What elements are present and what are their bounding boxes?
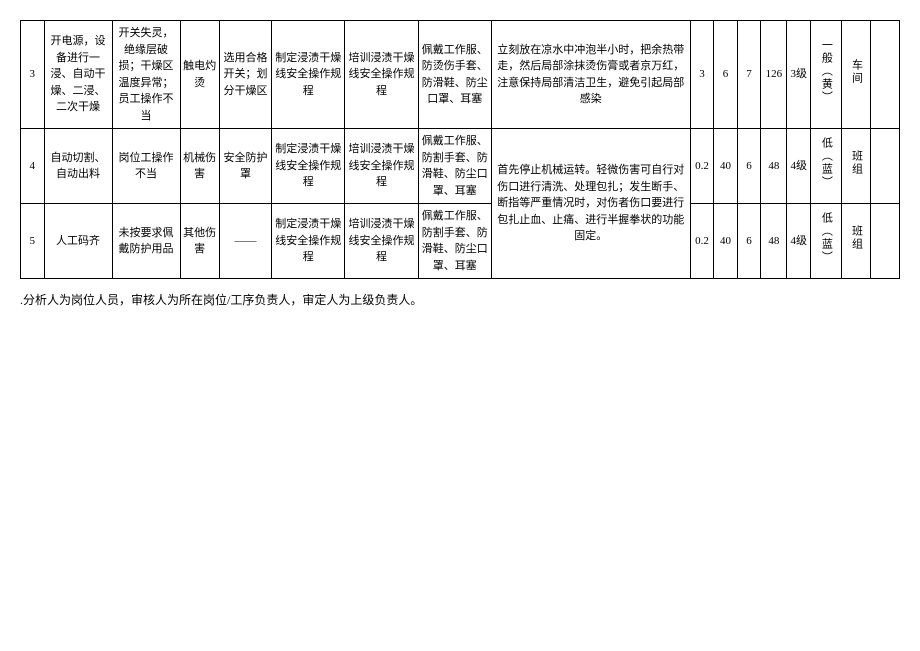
cell-level: 4级 (787, 129, 811, 204)
cell-l: 0.2 (690, 129, 714, 204)
cell-type: 触电灼烫 (180, 21, 219, 129)
cell-ppe: 佩戴工作服、防割手套、防滑鞋、防尘口罩、耳塞 (418, 204, 491, 279)
table-row: 4 自动切割、自动出料 岗位工操作不当 机械伤害 安全防护罩 制定浸渍干燥线安全… (21, 129, 900, 204)
cell-l: 0.2 (690, 204, 714, 279)
cell-unit: 班组 (842, 129, 871, 204)
table-row: 3 开电源，设备进行一浸、自动干燥、二浸、二次干燥 开关失灵，绝缘层破损；干燥区… (21, 21, 900, 129)
cell-hazard: 未按要求佩戴防护用品 (112, 204, 180, 279)
cell-extra (871, 21, 900, 129)
cell-index: 5 (21, 204, 45, 279)
cell-training: 培训浸渍干燥线安全操作规程 (345, 21, 418, 129)
cell-risk: 低（蓝） (810, 204, 841, 279)
cell-c: 6 (737, 129, 761, 204)
risk-assessment-table: 3 开电源，设备进行一浸、自动干燥、二浸、二次干燥 开关失灵，绝缘层破损；干燥区… (20, 20, 900, 279)
cell-operation: 自动切割、自动出料 (44, 129, 112, 204)
cell-risk: 一般（黄） (810, 21, 841, 129)
cell-c: 7 (737, 21, 761, 129)
cell-l: 3 (690, 21, 714, 129)
cell-engineering: 安全防护罩 (219, 129, 271, 204)
cell-unit: 车间 (842, 21, 871, 129)
cell-operation: 人工码齐 (44, 204, 112, 279)
cell-d: 126 (761, 21, 787, 129)
cell-unit: 班组 (842, 204, 871, 279)
cell-hazard: 开关失灵，绝缘层破损；干燥区温度异常；员工操作不当 (112, 21, 180, 129)
cell-management: 制定浸渍干燥线安全操作规程 (272, 204, 345, 279)
cell-training: 培训浸渍干燥线安全操作规程 (345, 204, 418, 279)
cell-type: 机械伤害 (180, 129, 219, 204)
cell-management: 制定浸渍干燥线安全操作规程 (272, 129, 345, 204)
cell-ppe: 佩戴工作服、防割手套、防滑鞋、防尘口罩、耳塞 (418, 129, 491, 204)
footnote-text: .分析人为岗位人员，审核人为所在岗位/工序负责人，审定人为上级负责人。 (20, 291, 900, 308)
cell-training: 培训浸渍干燥线安全操作规程 (345, 129, 418, 204)
table-row: 5 人工码齐 未按要求佩戴防护用品 其他伤害 —— 制定浸渍干燥线安全操作规程 … (21, 204, 900, 279)
cell-engineering: 选用合格开关；划分干燥区 (219, 21, 271, 129)
cell-type: 其他伤害 (180, 204, 219, 279)
cell-e: 40 (714, 204, 738, 279)
cell-management: 制定浸渍干燥线安全操作规程 (272, 21, 345, 129)
cell-operation: 开电源，设备进行一浸、自动干燥、二浸、二次干燥 (44, 21, 112, 129)
cell-extra (871, 129, 900, 204)
cell-e: 40 (714, 129, 738, 204)
cell-e: 6 (714, 21, 738, 129)
cell-ppe: 佩戴工作服、防烫伤手套、防滑鞋、防尘口罩、耳塞 (418, 21, 491, 129)
cell-index: 3 (21, 21, 45, 129)
cell-hazard: 岗位工操作不当 (112, 129, 180, 204)
cell-engineering: —— (219, 204, 271, 279)
cell-d: 48 (761, 204, 787, 279)
cell-d: 48 (761, 129, 787, 204)
cell-level: 3级 (787, 21, 811, 129)
cell-extra (871, 204, 900, 279)
cell-level: 4级 (787, 204, 811, 279)
cell-index: 4 (21, 129, 45, 204)
cell-risk: 低（蓝） (810, 129, 841, 204)
cell-emergency: 立刻放在凉水中冲泡半小时，把余热带走，然后局部涂抹烫伤膏或者京万红，注意保持局部… (491, 21, 690, 129)
cell-c: 6 (737, 204, 761, 279)
cell-emergency: 首先停止机械运转。轻微伤害可自行对伤口进行清洗、处理包扎；发生断手、断指等严重情… (491, 129, 690, 279)
